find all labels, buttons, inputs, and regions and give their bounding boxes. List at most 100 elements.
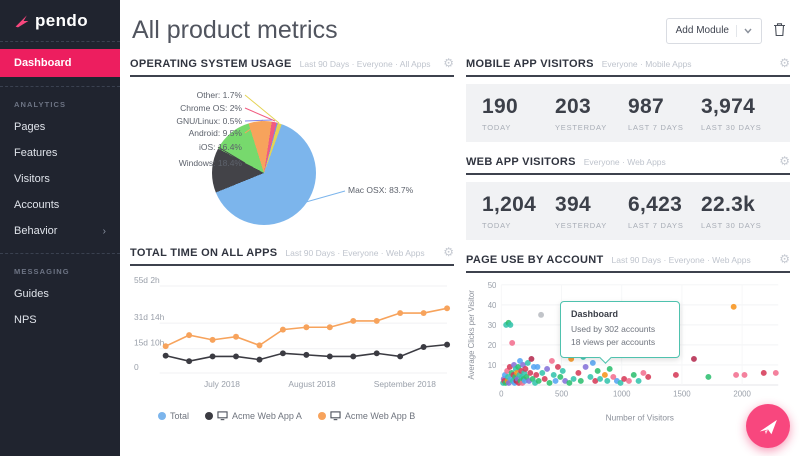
- sidebar-item-features[interactable]: Features: [0, 140, 120, 166]
- legend-item-acme-web-app-b[interactable]: Acme Web App B: [317, 411, 415, 421]
- legend-item-total[interactable]: Total: [158, 411, 189, 421]
- line-data-point[interactable]: [444, 341, 451, 348]
- line-data-point[interactable]: [373, 317, 380, 324]
- sidebar-item-guides[interactable]: Guides: [0, 281, 120, 307]
- scatter-point[interactable]: [601, 372, 608, 378]
- sidebar-item-accounts[interactable]: Accounts: [0, 192, 120, 218]
- scatter-point[interactable]: [570, 376, 577, 382]
- pie-graphic[interactable]: [212, 121, 316, 225]
- scatter-point[interactable]: [517, 357, 523, 364]
- sidebar-item-pages[interactable]: Pages: [0, 114, 120, 140]
- line-data-point[interactable]: [209, 336, 216, 343]
- line-data-point[interactable]: [397, 353, 404, 360]
- card-title: TOTAL TIME ON ALL APPS: [130, 247, 278, 259]
- scatter-point[interactable]: [559, 367, 566, 374]
- scatter-point[interactable]: [733, 372, 740, 378]
- sidebar-item-behavior[interactable]: Behavior ›: [0, 218, 120, 244]
- scatter-point[interactable]: [691, 355, 697, 362]
- gear-icon[interactable]: ⚙: [779, 252, 790, 266]
- line-data-point[interactable]: [373, 350, 380, 357]
- scatter-point[interactable]: [515, 363, 522, 370]
- delete-dashboard-button[interactable]: [771, 20, 788, 42]
- scatter-point[interactable]: [535, 378, 542, 384]
- scatter-point[interactable]: [635, 378, 642, 384]
- scatter-point[interactable]: [705, 374, 712, 380]
- line-data-point[interactable]: [233, 333, 239, 340]
- line-data-point[interactable]: [350, 317, 357, 324]
- scatter-point[interactable]: [566, 380, 573, 386]
- line-data-point[interactable]: [444, 305, 451, 312]
- scatter-point[interactable]: [741, 372, 748, 378]
- legend-item-acme-web-app-a[interactable]: Acme Web App A: [205, 411, 302, 421]
- scatter-point[interactable]: [534, 363, 541, 370]
- line-data-point[interactable]: [256, 342, 263, 349]
- scatter-point[interactable]: [528, 355, 535, 362]
- scatter-point[interactable]: [539, 369, 546, 376]
- scatter-point[interactable]: [730, 303, 737, 310]
- scatter-point[interactable]: [597, 376, 604, 382]
- pendo-logo[interactable]: pendo: [0, 0, 120, 42]
- line-data-point[interactable]: [186, 332, 193, 339]
- scatter-point[interactable]: [626, 378, 632, 384]
- line-data-point[interactable]: [326, 324, 333, 331]
- sidebar-item-visitors[interactable]: Visitors: [0, 166, 120, 192]
- line-data-point[interactable]: [279, 350, 286, 357]
- line-data-point[interactable]: [397, 310, 404, 317]
- scatter-point[interactable]: [527, 369, 534, 376]
- scatter-point[interactable]: [617, 380, 624, 386]
- scatter-point[interactable]: [587, 374, 594, 380]
- gear-icon[interactable]: ⚙: [779, 154, 790, 168]
- line-data-point[interactable]: [326, 353, 333, 360]
- scatter-point[interactable]: [541, 376, 548, 382]
- scatter-point[interactable]: [552, 378, 559, 384]
- scatter-point[interactable]: [548, 357, 555, 364]
- scatter-point[interactable]: [589, 359, 596, 366]
- add-module-button[interactable]: Add Module: [665, 17, 762, 44]
- scatter-point[interactable]: [575, 369, 582, 376]
- scatter-point[interactable]: [610, 374, 617, 380]
- scatter-point[interactable]: [577, 378, 584, 384]
- line-data-point[interactable]: [303, 324, 310, 331]
- line-data-point[interactable]: [303, 351, 310, 358]
- gear-icon[interactable]: ⚙: [443, 56, 454, 70]
- scatter-point[interactable]: [509, 339, 516, 346]
- scatter-point[interactable]: [546, 380, 553, 386]
- scatter-point[interactable]: [672, 372, 679, 378]
- scatter-point[interactable]: [533, 372, 540, 378]
- scatter-point[interactable]: [594, 367, 601, 374]
- scatter-point[interactable]: [621, 376, 628, 382]
- scatter-point[interactable]: [554, 363, 561, 370]
- scatter-point[interactable]: [772, 369, 779, 376]
- scatter-point[interactable]: [645, 374, 652, 380]
- pendo-assistant-fab[interactable]: [746, 404, 790, 448]
- line-data-point[interactable]: [420, 344, 427, 350]
- line-data-point[interactable]: [162, 343, 169, 350]
- line-data-point[interactable]: [162, 352, 169, 359]
- line-data-point[interactable]: [256, 356, 263, 363]
- stat-cell: 3,974 LAST 30 DAYS: [701, 95, 774, 132]
- scatter-point[interactable]: [630, 372, 637, 378]
- scatter-point[interactable]: [640, 369, 647, 376]
- scatter-point[interactable]: [524, 359, 531, 366]
- line-data-point[interactable]: [350, 353, 357, 360]
- scatter-point[interactable]: [582, 363, 589, 370]
- scatter-point[interactable]: [507, 321, 514, 328]
- scatter-point[interactable]: [557, 374, 564, 380]
- line-data-point[interactable]: [186, 358, 193, 365]
- scatter-point[interactable]: [550, 372, 557, 378]
- line-data-point[interactable]: [209, 353, 216, 360]
- line-data-point[interactable]: [279, 326, 286, 333]
- scatter-point[interactable]: [606, 365, 613, 372]
- gear-icon[interactable]: ⚙: [443, 245, 454, 259]
- line-data-point[interactable]: [420, 310, 427, 317]
- line-data-point[interactable]: [233, 353, 239, 360]
- scatter-point[interactable]: [760, 369, 767, 376]
- scatter-point[interactable]: [538, 311, 545, 318]
- scatter-point[interactable]: [604, 378, 611, 384]
- sidebar-item-dashboard[interactable]: Dashboard: [0, 49, 120, 77]
- sidebar-item-nps[interactable]: NPS: [0, 307, 120, 333]
- gear-icon[interactable]: ⚙: [779, 56, 790, 70]
- scatter-point[interactable]: [522, 365, 529, 372]
- scatter-point[interactable]: [544, 365, 551, 372]
- scatter-point[interactable]: [592, 378, 599, 384]
